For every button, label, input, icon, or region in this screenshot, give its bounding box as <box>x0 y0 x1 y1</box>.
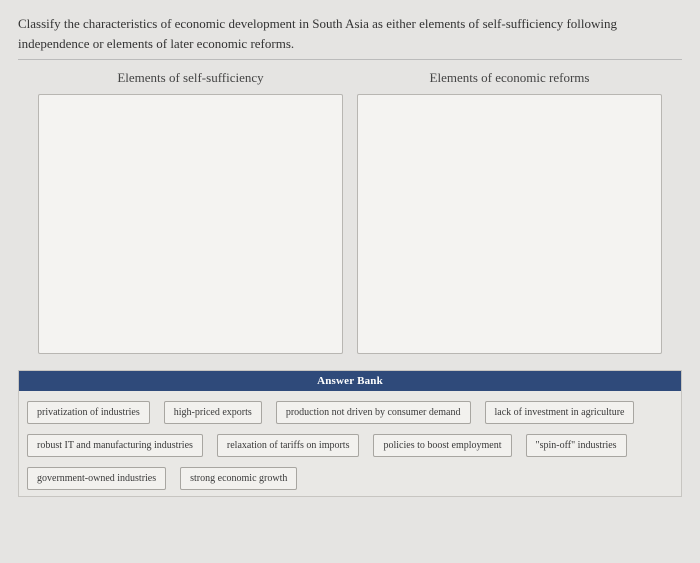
chip-government-owned-industries[interactable]: government-owned industries <box>27 467 166 490</box>
chip-lack-investment-agriculture[interactable]: lack of investment in agriculture <box>485 401 635 424</box>
dropzone-row: Elements of self-sufficiency Elements of… <box>38 70 662 354</box>
answer-bank-items: privatization of industries high-priced … <box>19 391 681 496</box>
chip-strong-economic-growth[interactable]: strong economic growth <box>180 467 297 490</box>
dropzone-title-left: Elements of self-sufficiency <box>117 70 263 86</box>
chip-production-not-driven[interactable]: production not driven by consumer demand <box>276 401 471 424</box>
question-text: Classify the characteristics of economic… <box>18 14 682 53</box>
chip-privatization[interactable]: privatization of industries <box>27 401 150 424</box>
dropzone-self-sufficiency[interactable] <box>38 94 343 354</box>
chip-spin-off-industries[interactable]: "spin-off" industries <box>526 434 627 457</box>
exercise-container: Classify the characteristics of economic… <box>0 0 700 507</box>
dropzone-title-right: Elements of economic reforms <box>430 70 590 86</box>
dropzone-col-left: Elements of self-sufficiency <box>38 70 343 354</box>
answer-bank: Answer Bank privatization of industries … <box>18 370 682 497</box>
chip-high-priced-exports[interactable]: high-priced exports <box>164 401 262 424</box>
dropzone-economic-reforms[interactable] <box>357 94 662 354</box>
chip-relaxation-tariffs[interactable]: relaxation of tariffs on imports <box>217 434 360 457</box>
dropzone-col-right: Elements of economic reforms <box>357 70 662 354</box>
chip-robust-it-manufacturing[interactable]: robust IT and manufacturing industries <box>27 434 203 457</box>
chip-policies-boost-employment[interactable]: policies to boost employment <box>373 434 511 457</box>
divider <box>18 59 682 60</box>
answer-bank-header: Answer Bank <box>19 371 681 391</box>
